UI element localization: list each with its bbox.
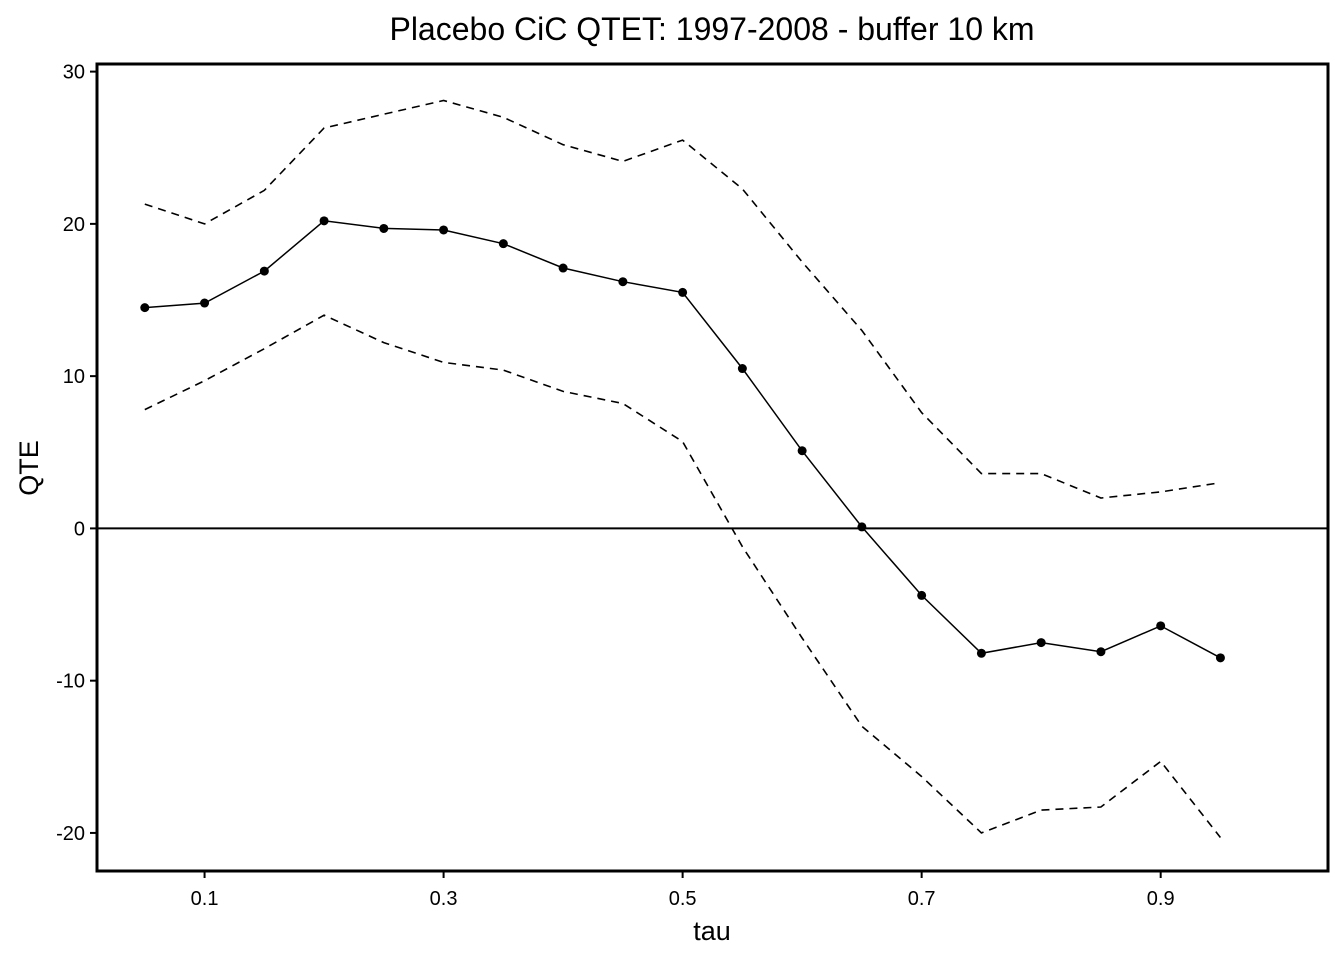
chart-title: Placebo CiC QTET: 1997-2008 - buffer 10 … xyxy=(389,11,1034,47)
x-tick-label: 0.7 xyxy=(908,888,936,910)
x-tick-label: 0.1 xyxy=(191,888,219,910)
y-tick-label: 10 xyxy=(63,366,85,388)
y-tick-label: 20 xyxy=(63,214,85,236)
y-tick-label: 0 xyxy=(74,518,85,540)
qtet-point xyxy=(797,446,807,456)
lower-bound-line xyxy=(144,314,1222,838)
upper-bound-line xyxy=(144,99,1221,499)
y-tick-label: -10 xyxy=(56,671,85,693)
x-tick-label: 0.9 xyxy=(1147,888,1175,910)
qtet-point xyxy=(439,225,449,235)
qtet-point xyxy=(319,216,329,226)
qtet-point xyxy=(140,303,150,313)
y-tick-label: -20 xyxy=(56,823,85,845)
qtet-point xyxy=(917,590,927,600)
x-axis-label: tau xyxy=(693,916,731,946)
x-axis: 0.1 0.3 0.5 0.7 0.9 xyxy=(191,871,1175,910)
qtet-point xyxy=(678,287,688,297)
y-axis-label: QTE xyxy=(14,440,44,496)
x-tick-label: 0.3 xyxy=(430,888,458,910)
qtet-line xyxy=(144,220,1221,659)
qtet-point xyxy=(618,277,628,287)
plot-panel-border xyxy=(95,62,1330,873)
qtet-point xyxy=(558,263,568,273)
y-axis: -20 -10 0 10 20 30 xyxy=(56,62,97,845)
series-layer xyxy=(140,99,1225,838)
qtet-point xyxy=(379,223,389,233)
qtet-point xyxy=(1156,621,1166,631)
y-tick-label: 30 xyxy=(63,62,85,84)
qtet-point xyxy=(200,298,210,308)
qtet-point xyxy=(1096,647,1106,657)
qtet-point xyxy=(259,266,269,276)
qtet-point xyxy=(857,522,867,532)
x-tick-label: 0.5 xyxy=(669,888,697,910)
qtet-point xyxy=(737,364,747,374)
qtet-point xyxy=(1036,638,1046,648)
qtet-point xyxy=(1215,653,1225,663)
qtet-point xyxy=(976,648,986,658)
qtet-point xyxy=(498,239,508,249)
